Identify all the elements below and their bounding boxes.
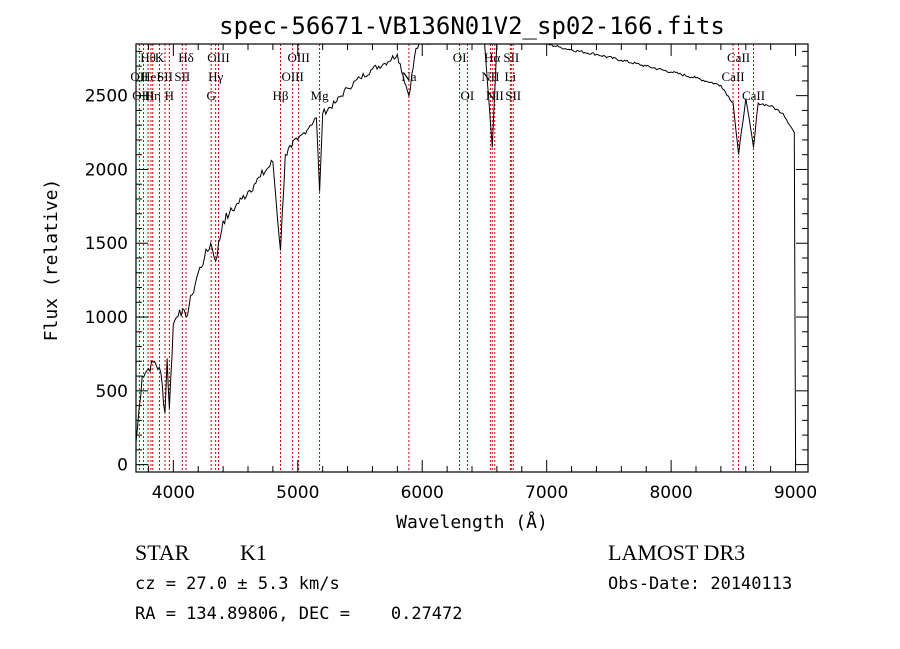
sky-coordinates: RA = 134.89806, DEC = 0.27472 [135,604,463,624]
y-tick-label-1: 500 [96,382,128,402]
line-marker-label-18: OI [453,50,467,65]
line-marker-label-10: OIII [207,50,229,65]
x-tick-label-1: 5000 [276,483,319,503]
line-marker-label-8: Hδ [178,50,194,65]
x-tick-label-3: 7000 [525,483,568,503]
survey-name: LAMOST DR3 [608,540,746,565]
line-marker-label-27: CaII [722,69,745,84]
plot-frame [135,43,809,473]
x-tick-label-2: 6000 [401,483,444,503]
line-marker-label-3: HeI [141,69,161,84]
y-tick-label-3: 1500 [85,234,128,254]
line-marker-label-13: Hβ [272,88,288,103]
line-marker-label-14: OIII [287,50,309,65]
spectrum-line-0 [136,44,797,465]
x-axis-label: Wavelength (Å) [396,511,548,533]
line-marker-label-0: Hθ [140,50,156,65]
chart-title: spec-56671-VB136N01V2_sp02-166.fits [219,12,725,40]
redshift-velocity: cz = 27.0 ± 5.3 km/s [135,574,340,594]
line-marker-label-6: SII [157,69,173,84]
line-marker-label-9: SII [174,69,190,84]
line-marker-label-12: G [206,88,215,103]
line-marker-label-21: SII [503,50,519,65]
line-marker-label-5: K [155,50,165,65]
object-class: STAR [135,540,190,565]
line-marker-label-20: Hα [484,50,500,65]
line-marker-label-15: OIII [281,69,303,84]
line-marker-label-23: Li [505,69,517,84]
y-tick-label-5: 2500 [85,87,128,107]
line-marker-label-4: Hη [145,88,161,103]
line-marker-label-19: OI [461,88,475,103]
line-marker-label-11: Hγ [208,69,223,84]
line-marker-label-25: SII [505,88,521,103]
line-marker-label-16: Mg [311,88,330,103]
y-tick-label-2: 1000 [85,308,128,328]
x-tick-label-5: 9000 [774,483,817,503]
x-tick-label-4: 8000 [649,483,692,503]
line-marker-label-17: Na [401,69,416,84]
y-tick-label-0: 0 [117,456,128,476]
line-marker-label-28: CaII [742,88,765,103]
line-marker-label-22: NII [481,69,499,84]
y-axis-label: Flux (relative) [41,179,62,342]
x-tick-label-0: 4000 [152,483,195,503]
line-marker-label-26: CaII [727,50,750,65]
line-marker-label-7: H [165,88,174,103]
y-tick-label-4: 2000 [85,160,128,180]
object-subclass: K1 [240,540,267,565]
observation-date: Obs-Date: 20140113 [608,574,793,594]
